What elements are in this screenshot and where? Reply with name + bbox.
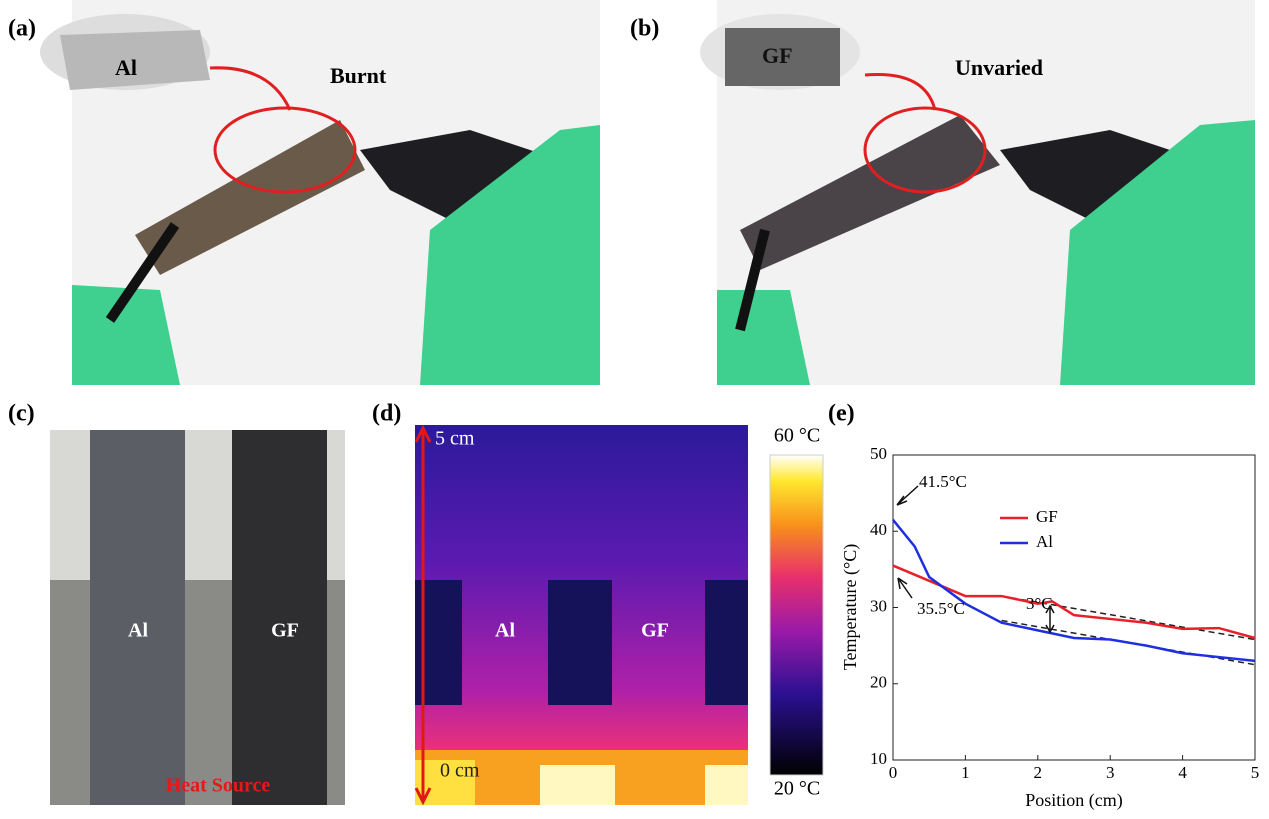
annotation: 3°C — [1026, 594, 1053, 613]
annotation-arrow — [1046, 606, 1054, 632]
colorbar — [770, 455, 823, 775]
length-label: 5 cm — [435, 428, 475, 450]
gf-sample — [232, 430, 327, 805]
legend-label: GF — [1036, 507, 1058, 526]
cold-region — [548, 580, 612, 705]
panel-label: (a) — [8, 16, 36, 42]
x-tick-label: 3 — [1106, 763, 1115, 782]
inset-label: GF — [762, 43, 793, 68]
panel-label: (d) — [372, 401, 401, 427]
length-label: 0 cm — [440, 760, 480, 782]
legend-label: Al — [1036, 532, 1053, 551]
inset-label: Al — [115, 55, 137, 80]
panel-label: (c) — [8, 401, 35, 427]
al-sample — [90, 430, 185, 805]
figure: (a) Al Burnt (b) GF Unvaried (c) Al GF H… — [0, 0, 1269, 814]
x-axis-label: Position (cm) — [1025, 790, 1123, 811]
sample-label: Al — [128, 620, 148, 642]
y-tick-label: 20 — [870, 673, 887, 692]
x-tick-label: 1 — [961, 763, 970, 782]
annotation-arrow — [897, 486, 918, 505]
scale-min: 20 °C — [774, 778, 820, 800]
sample-label: GF — [271, 620, 299, 642]
y-tick-label: 40 — [870, 520, 887, 539]
scale-max: 60 °C — [774, 425, 820, 447]
x-tick-label: 2 — [1034, 763, 1043, 782]
caption: Unvaried — [955, 55, 1043, 80]
cold-region — [705, 580, 748, 705]
panel-label: (b) — [630, 16, 659, 42]
annotation: 41.5°C — [919, 472, 967, 491]
series-line — [893, 520, 1255, 661]
y-axis-label: Temperature (°C) — [840, 544, 861, 670]
y-tick-label: 30 — [870, 596, 887, 615]
x-tick-label: 5 — [1251, 763, 1260, 782]
panel-label: (e) — [828, 401, 855, 427]
caption: Burnt — [330, 63, 387, 88]
y-tick-label: 50 — [870, 444, 887, 463]
sample-label: GF — [641, 620, 669, 642]
sample-label: Al — [495, 620, 515, 642]
x-tick-label: 4 — [1178, 763, 1187, 782]
hot-region — [705, 765, 748, 805]
hot-region — [540, 765, 615, 805]
annotation: 35.5°C — [917, 599, 965, 618]
y-tick-label: 10 — [870, 749, 887, 768]
x-tick-label: 0 — [889, 763, 898, 782]
annotation-arrow — [898, 578, 912, 598]
heat-source: Heat Source — [166, 775, 271, 797]
